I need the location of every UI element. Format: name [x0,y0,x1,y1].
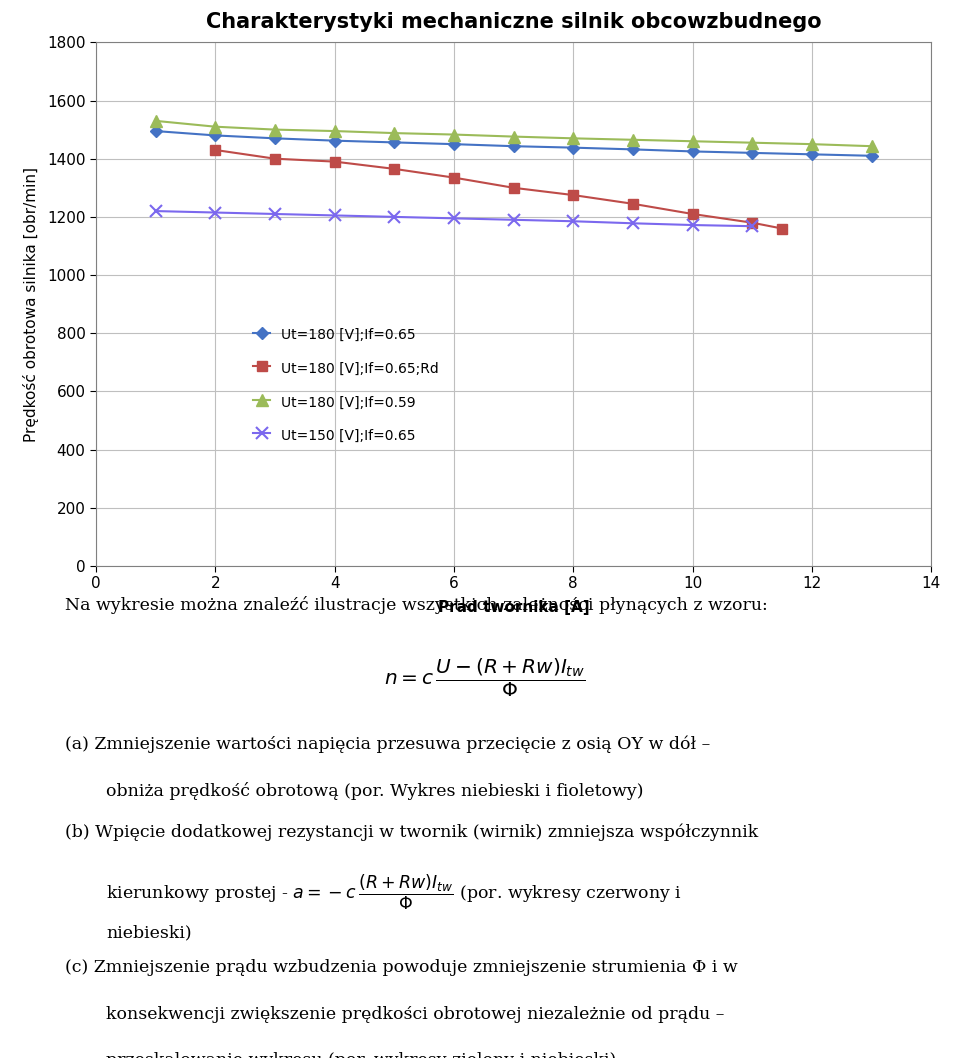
Ut=180 [V];If=0.65 [150,125,161,138]
Title: Charakterystyki mechaniczne silnik obcowzbudnego: Charakterystyki mechaniczne silnik obcow… [205,13,822,33]
Line: Ut=150 [V];If=0.65: Ut=150 [V];If=0.65 [150,205,757,232]
Ut=150 [V];If=0.65 [686,219,698,232]
Ut=180 [V];If=0.65;Rd [627,198,638,211]
Ut=180 [V];If=0.65;Rd [269,152,280,165]
Ut=180 [V];If=0.65 [209,129,221,142]
Ut=150 [V];If=0.65 [567,215,579,227]
Line: Ut=180 [V];If=0.65;Rd: Ut=180 [V];If=0.65;Rd [210,145,787,234]
Text: (a) Zmniejszenie wartości napięcia przesuwa przecięcie z osią OY w dół –: (a) Zmniejszenie wartości napięcia przes… [65,735,710,753]
Ut=180 [V];If=0.59 [150,114,161,127]
Ut=180 [V];If=0.65 [686,145,698,158]
Ut=150 [V];If=0.65 [150,205,161,218]
Ut=150 [V];If=0.65 [329,209,341,222]
Ut=180 [V];If=0.65 [747,147,758,160]
Ut=180 [V];If=0.65 [269,132,280,145]
Ut=180 [V];If=0.65;Rd [508,182,519,195]
Ut=180 [V];If=0.65;Rd [389,163,400,176]
Ut=180 [V];If=0.59 [269,123,280,135]
Ut=180 [V];If=0.59 [806,138,818,150]
Ut=150 [V];If=0.65 [508,214,519,226]
Ut=180 [V];If=0.59 [329,125,341,138]
Text: (b) Wpięcie dodatkowej rezystancji w twornik (wirnik) zmniejsza współczynnik: (b) Wpięcie dodatkowej rezystancji w two… [65,824,758,841]
Ut=180 [V];If=0.59 [567,132,579,145]
Text: (c) Zmniejszenie prądu wzbudzenia powoduje zmniejszenie strumienia Φ i w: (c) Zmniejszenie prądu wzbudzenia powodu… [65,959,738,975]
Ut=180 [V];If=0.65 [627,143,638,156]
Ut=180 [V];If=0.59 [866,140,877,152]
Text: Na wykresie można znaleźć ilustracje wszystkich zależności płynących z wzoru:: Na wykresie można znaleźć ilustracje wsz… [65,596,768,614]
Ut=180 [V];If=0.65;Rd [209,144,221,157]
X-axis label: Prad twornika [A]: Prad twornika [A] [438,600,589,615]
Text: przeskalowanie wykresu (por. wykresy zielony i niebieski): przeskalowanie wykresu (por. wykresy zie… [107,1052,616,1058]
Text: konsekwencji zwiększenie prędkości obrotowej niezależnie od prądu –: konsekwencji zwiększenie prędkości obrot… [107,1005,725,1022]
Ut=180 [V];If=0.65 [508,140,519,152]
Ut=180 [V];If=0.65 [448,138,460,150]
Ut=180 [V];If=0.65;Rd [567,188,579,201]
Ut=150 [V];If=0.65 [747,220,758,233]
Ut=180 [V];If=0.65;Rd [747,217,758,230]
Ut=180 [V];If=0.65;Rd [777,222,788,235]
Text: $n = c\,\dfrac{U - (R + Rw)I_{tw}}{\Phi}$: $n = c\,\dfrac{U - (R + Rw)I_{tw}}{\Phi}… [384,656,586,699]
Ut=180 [V];If=0.65 [806,148,818,161]
Legend: Ut=180 [V];If=0.65, Ut=180 [V];If=0.65;Rd, Ut=180 [V];If=0.59, Ut=150 [V];If=0.6: Ut=180 [V];If=0.65, Ut=180 [V];If=0.65;R… [253,326,439,444]
Ut=180 [V];If=0.59 [747,136,758,149]
Ut=180 [V];If=0.59 [508,130,519,143]
Ut=150 [V];If=0.65 [627,217,638,230]
Ut=180 [V];If=0.65 [567,142,579,154]
Ut=150 [V];If=0.65 [269,207,280,220]
Text: obniża prędkość obrotową (por. Wykres niebieski i fioletowy): obniża prędkość obrotową (por. Wykres ni… [107,782,644,800]
Text: niebieski): niebieski) [107,924,192,941]
Ut=180 [V];If=0.65;Rd [448,171,460,184]
Ut=150 [V];If=0.65 [209,206,221,219]
Ut=180 [V];If=0.65 [389,136,400,149]
Ut=150 [V];If=0.65 [448,212,460,224]
Ut=180 [V];If=0.59 [686,135,698,148]
Ut=180 [V];If=0.59 [448,128,460,141]
Ut=180 [V];If=0.65 [329,134,341,147]
Y-axis label: Prędkość obrotowa silnika [obr/min]: Prędkość obrotowa silnika [obr/min] [23,167,38,441]
Ut=150 [V];If=0.65 [389,211,400,223]
Text: kierunkowy prostej - $a = -c\,\dfrac{(R+Rw)I_{tw}}{\Phi}$ (por. wykresy czerwony: kierunkowy prostej - $a = -c\,\dfrac{(R+… [107,873,683,912]
Ut=180 [V];If=0.59 [627,133,638,146]
Line: Ut=180 [V];If=0.59: Ut=180 [V];If=0.59 [150,115,877,151]
Ut=180 [V];If=0.65;Rd [329,156,341,168]
Ut=180 [V];If=0.59 [209,121,221,133]
Ut=180 [V];If=0.65 [866,149,877,162]
Ut=180 [V];If=0.65;Rd [686,207,698,220]
Line: Ut=180 [V];If=0.65: Ut=180 [V];If=0.65 [152,127,876,160]
Ut=180 [V];If=0.59 [389,127,400,140]
